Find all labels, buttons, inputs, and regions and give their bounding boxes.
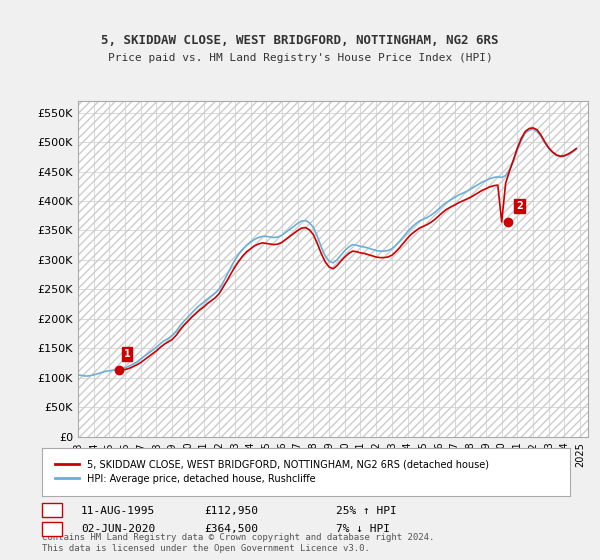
Text: £112,950: £112,950 <box>204 506 258 516</box>
Text: 11-AUG-1995: 11-AUG-1995 <box>81 506 155 516</box>
Text: £364,500: £364,500 <box>204 524 258 534</box>
Text: 5, SKIDDAW CLOSE, WEST BRIDGFORD, NOTTINGHAM, NG2 6RS: 5, SKIDDAW CLOSE, WEST BRIDGFORD, NOTTIN… <box>101 34 499 46</box>
Text: Contains HM Land Registry data © Crown copyright and database right 2024.
This d: Contains HM Land Registry data © Crown c… <box>42 533 434 553</box>
Text: 02-JUN-2020: 02-JUN-2020 <box>81 524 155 534</box>
Text: 1: 1 <box>124 349 130 360</box>
Legend: 5, SKIDDAW CLOSE, WEST BRIDGFORD, NOTTINGHAM, NG2 6RS (detached house), HPI: Ave: 5, SKIDDAW CLOSE, WEST BRIDGFORD, NOTTIN… <box>52 457 492 487</box>
Text: Price paid vs. HM Land Registry's House Price Index (HPI): Price paid vs. HM Land Registry's House … <box>107 53 493 63</box>
Text: 1: 1 <box>48 506 55 516</box>
Text: 25% ↑ HPI: 25% ↑ HPI <box>336 506 397 516</box>
Text: 2: 2 <box>516 201 523 211</box>
Text: 2: 2 <box>48 524 55 534</box>
Text: 7% ↓ HPI: 7% ↓ HPI <box>336 524 390 534</box>
